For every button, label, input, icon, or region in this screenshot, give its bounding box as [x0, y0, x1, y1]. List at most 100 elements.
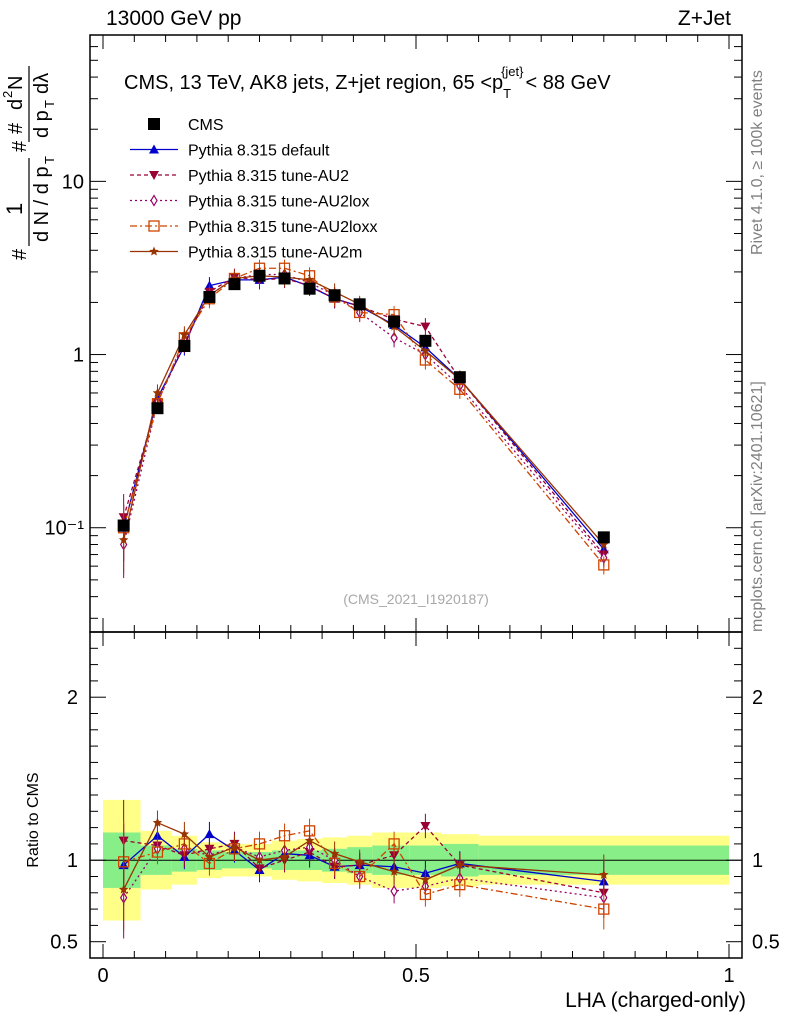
- ratio-plot-frame: [89, 631, 743, 959]
- marker-square-open: [278, 830, 291, 842]
- header-process-label: Z+Jet: [678, 7, 731, 30]
- marker-triangle-down: [420, 322, 431, 332]
- series-line-ratio: [123, 833, 604, 883]
- svg-text:#: #: [9, 248, 31, 260]
- marker-star: [304, 835, 315, 845]
- marker-square: [278, 272, 291, 285]
- y-axis-label-main: # d N / d p T 1 # d p T dλ # d 2 N: [0, 66, 57, 260]
- marker-star: [254, 855, 265, 865]
- header-energy-label: 13000 GeV pp: [106, 7, 241, 30]
- marker-star: [420, 345, 431, 355]
- legend-label: CMS: [188, 117, 224, 134]
- y-tick-label-main: 10: [62, 171, 84, 193]
- marker-star: [229, 842, 240, 852]
- series-layer: [117, 259, 610, 939]
- marker-star: [118, 535, 129, 544]
- marker-square: [178, 340, 191, 353]
- marker-star: [599, 539, 609, 549]
- marker-square: [597, 531, 610, 544]
- marker-square-open: [148, 220, 160, 232]
- svg-text:N: N: [5, 76, 27, 90]
- svg-text:#: #: [9, 140, 31, 152]
- x-tick-label: 0: [97, 965, 108, 987]
- svg-text:d p: d p: [31, 110, 53, 138]
- marker-triangle-down: [420, 821, 431, 831]
- marker-star: [354, 856, 365, 866]
- marker-star: [304, 274, 315, 284]
- marker-triangle-down: [149, 171, 159, 180]
- marker-triangle-up: [149, 144, 159, 154]
- rivet-label: Rivet 4.1.0, ≥ 100k events: [749, 70, 766, 255]
- marker-star: [179, 829, 190, 839]
- y-tick-label-ratio-right: 1: [752, 850, 763, 872]
- marker-star: [389, 866, 399, 876]
- y-tick-label-ratio-right: 2: [752, 687, 763, 709]
- marker-square: [228, 278, 241, 291]
- legend-label: Pythia 8.315 default: [188, 143, 330, 160]
- marker-square: [453, 371, 466, 384]
- svg-text:d: d: [5, 99, 27, 110]
- marker-square-open: [388, 838, 400, 850]
- svg-text:d N / d p: d N / d p: [31, 166, 53, 242]
- chart-title: CMS, 13 TeV, AK8 jets, Z+jet region, 65 …: [124, 64, 611, 101]
- legend-label: Pythia 8.315 tune-AU2: [188, 168, 349, 185]
- marker-star: [279, 851, 290, 861]
- x-tick-label: 1: [723, 965, 734, 987]
- legend-label: Pythia 8.315 tune-AU2lox: [188, 194, 369, 211]
- x-axis-label: LHA (charged-only): [565, 989, 746, 1012]
- marker-square: [353, 298, 366, 311]
- marker-star: [149, 246, 159, 256]
- marker-square: [328, 289, 341, 302]
- marker-star: [204, 851, 215, 861]
- svg-text:2: 2: [0, 91, 15, 98]
- marker-square: [303, 282, 316, 295]
- y-tick-label-ratio: 1: [67, 850, 78, 872]
- y-tick-label-ratio: 0.5: [50, 932, 78, 954]
- marker-square-open: [454, 879, 466, 891]
- marker-star: [329, 848, 340, 858]
- x-tick-label: 0.5: [402, 965, 430, 987]
- marker-square: [148, 118, 160, 130]
- marker-square: [253, 269, 266, 282]
- marker-square-open: [151, 846, 164, 858]
- marker-square: [151, 402, 164, 415]
- marker-star: [152, 817, 163, 827]
- y-tick-label-main: 1: [73, 345, 84, 367]
- svg-text:dλ: dλ: [31, 73, 53, 94]
- series-line-ratio: [123, 821, 604, 890]
- series-1: [118, 268, 609, 906]
- series-line-ratio: [123, 846, 604, 899]
- marker-diamond: [390, 331, 398, 344]
- marker-star: [118, 884, 129, 894]
- y-tick-label-main: 10⁻¹: [45, 518, 85, 540]
- y-tick-label-ratio: 2: [67, 687, 78, 709]
- marker-square: [419, 334, 432, 347]
- marker-square: [117, 519, 130, 532]
- marker-diamond: [390, 885, 398, 898]
- marker-star: [599, 869, 609, 879]
- y-tick-label-ratio-right: 0.5: [752, 932, 780, 954]
- series-cms: [117, 269, 610, 544]
- legend-label: Pythia 8.315 tune-AU2m: [188, 245, 362, 262]
- marker-star: [455, 860, 465, 870]
- svg-text:T: T: [42, 156, 57, 164]
- marker-diamond: [150, 194, 158, 207]
- marker-square: [203, 290, 216, 303]
- legend: CMS Pythia 8.315 default Pythia 8.315 tune…: [130, 117, 377, 262]
- legend-label: Pythia 8.315 tune-AU2loxx: [188, 219, 377, 236]
- axis-ticks: 0 0.5 1 10⁻¹ 1 10 0.5 0.5 1 1 2 2: [45, 34, 780, 987]
- marker-square: [388, 315, 401, 328]
- marker-square-open: [598, 559, 610, 571]
- svg-text:T: T: [42, 100, 57, 108]
- series-line-main: [123, 267, 605, 566]
- marker-triangle-up: [204, 829, 215, 839]
- y-axis-label-ratio: Ratio to CMS: [25, 772, 42, 867]
- mcplots-label: mcplots.cern.ch [arXiv:2401.10621]: [749, 381, 766, 632]
- series-line-main: [123, 276, 605, 555]
- svg-text:#: #: [5, 122, 27, 134]
- marker-star: [420, 874, 431, 884]
- svg-text:1: 1: [2, 203, 27, 215]
- analysis-label: (CMS_2021_I1920187): [343, 591, 489, 607]
- marker-square-open: [598, 903, 610, 915]
